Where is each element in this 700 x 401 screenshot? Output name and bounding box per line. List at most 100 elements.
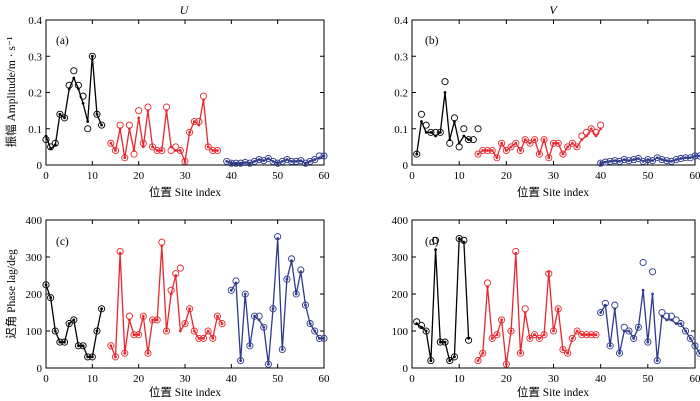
panel-d-plot: 0 10 20 30 40 50 60 0 100 200 300 400 xyxy=(392,215,700,385)
panel-c-ytick-label: 200 xyxy=(26,289,43,301)
panel-d-series-1-marker xyxy=(507,327,515,335)
panel-c-series-2-marker xyxy=(269,305,277,313)
panel-d-series-0-marker xyxy=(422,327,430,335)
panel-b-series-1-marker xyxy=(507,143,515,151)
panel-b-series-1-marker xyxy=(526,139,534,147)
panel-a-series-2-point xyxy=(243,161,247,164)
panel-b-series-1-marker xyxy=(474,150,482,158)
panel-b-series-1-point xyxy=(509,145,513,149)
panel-b-series-2-marker xyxy=(653,154,661,162)
panel-d-series-2-point xyxy=(688,337,692,340)
panel-c-series-2-point xyxy=(313,329,317,333)
panel-d-series-2-marker xyxy=(677,320,685,328)
panel-c-series-2-marker xyxy=(288,255,296,263)
panel-b-series-0-line xyxy=(416,91,469,155)
panel-b-series-2-marker xyxy=(667,157,675,165)
panel-a-series-1-marker xyxy=(135,107,143,115)
panel-c-series-2-point xyxy=(294,292,298,296)
panel-a-series-1-point xyxy=(160,149,164,152)
panel-d-series-1-point xyxy=(504,362,508,366)
panel-d-series-0-point xyxy=(443,340,447,344)
panel-b-series-1-point xyxy=(547,156,551,160)
panel-b-series-2-point xyxy=(622,158,626,161)
panel-b-series-1-marker xyxy=(573,143,581,151)
panel-d-series-1-marker xyxy=(554,305,562,313)
panel-a-series-1-marker xyxy=(149,143,157,151)
panel-b-series-1-marker xyxy=(564,143,572,151)
panel-d-series-2-point xyxy=(684,329,687,333)
panel-d-series-2-point xyxy=(641,288,645,292)
panel-a-series-2-point xyxy=(271,159,275,163)
panel-c-series-1-point xyxy=(216,314,219,318)
panel-a-series-0-point xyxy=(81,101,85,105)
panel-b-series-2-point xyxy=(627,159,631,163)
panel-b-series-1-marker xyxy=(493,154,501,162)
panel-b-xtick-label: 40 xyxy=(595,170,607,182)
panel-d-xtick-label: 40 xyxy=(595,373,607,385)
panel-d-series-1-point xyxy=(566,351,570,355)
panel-a-series-1-point xyxy=(151,145,154,149)
panel-a-series-1-marker xyxy=(181,157,189,165)
panel-c-series-1-marker xyxy=(195,334,203,342)
panel-b-series-2-marker xyxy=(597,159,605,167)
panel-b-series-0-point xyxy=(429,130,433,134)
panel-a-series-1-point xyxy=(183,159,187,163)
panel-a-series-2-point xyxy=(253,159,256,163)
panel-c-series-1-marker xyxy=(158,238,166,246)
panel-d-series-1-marker xyxy=(592,331,600,339)
panel-c-series-1-marker xyxy=(190,327,198,335)
panel-a-series-2-point xyxy=(322,154,326,158)
panel-c-series-1-marker xyxy=(144,349,152,357)
panel-a-series-1-point xyxy=(206,145,210,149)
panel-b-series-2-marker xyxy=(606,157,614,165)
panel-a-series-2-marker xyxy=(269,157,277,165)
panel-c: (c) 迟角 Phase lag/deg 位置 Site index 0 10 20… xyxy=(5,215,330,399)
panel-a-series-2-marker xyxy=(320,152,328,160)
panel-c-series-1-point xyxy=(114,355,117,359)
panel-d-series-0-marker xyxy=(432,236,440,244)
panel-a-series-0-point xyxy=(86,120,90,123)
panel-a-series-2-marker xyxy=(250,157,259,165)
panel-b-series-1-marker xyxy=(587,125,595,133)
panel-a-series-1-marker xyxy=(195,117,203,126)
panel-d-series-0-point xyxy=(424,329,428,333)
panel-c-series-1-point xyxy=(183,322,187,325)
panel-d-series-1-point xyxy=(490,337,494,340)
panel-d-series-2-point xyxy=(651,292,654,296)
panel-a-series-1-line xyxy=(110,99,218,163)
panel-b-series-2-marker xyxy=(644,156,652,164)
panel-d-series-2-point xyxy=(646,340,650,344)
panel-d-series-2-marker xyxy=(611,301,619,309)
panel-b-series-1-marker xyxy=(545,154,553,162)
panel-c-series-2-point xyxy=(285,277,289,281)
panel-b-series-2-marker xyxy=(658,156,666,164)
panel-b-series-1-point xyxy=(556,141,560,145)
panel-b-series-2-marker xyxy=(625,157,633,165)
panel-b-plot: 0 10 20 30 40 50 60 0 0.1 0.2 0.3 0.4 xyxy=(394,15,700,182)
panel-d-series-0-marker xyxy=(465,336,473,344)
panel-c-xtick-label: 60 xyxy=(319,373,331,385)
panel-d-series-1-marker xyxy=(474,357,482,365)
panel-a-series-0-marker xyxy=(98,121,106,129)
panel-b-series-2-marker xyxy=(611,157,619,165)
panel-d-xtick-label: 50 xyxy=(642,373,654,385)
panel-b-series-1-marker xyxy=(568,139,576,147)
panel-d-label: (d) xyxy=(425,236,439,248)
panel-b-series-1-point xyxy=(514,141,518,145)
panel-a-series-2-point xyxy=(257,158,261,161)
panel-c-series-0-marker xyxy=(88,353,96,361)
panel-a-series-1-marker xyxy=(139,139,147,147)
panel-d-xtick-label: 30 xyxy=(548,373,560,385)
panel-b-series-1-point xyxy=(476,152,480,156)
panel-b-series-1-marker xyxy=(521,136,529,144)
panel-a-series-1-marker xyxy=(153,146,161,155)
panel-c-series-0-marker xyxy=(47,294,55,302)
panel-d-ytick-label: 200 xyxy=(392,289,409,301)
panel-a-series-1-point xyxy=(216,149,219,152)
panel-a-series-0-marker xyxy=(47,143,55,151)
panel-b-series-1-point xyxy=(542,138,546,142)
panel-a-series-1-marker xyxy=(158,146,166,155)
panel-a-series-1-marker xyxy=(116,121,124,129)
panel-c-series-2-point xyxy=(253,314,256,318)
panel-b-series-0-point xyxy=(443,91,447,94)
